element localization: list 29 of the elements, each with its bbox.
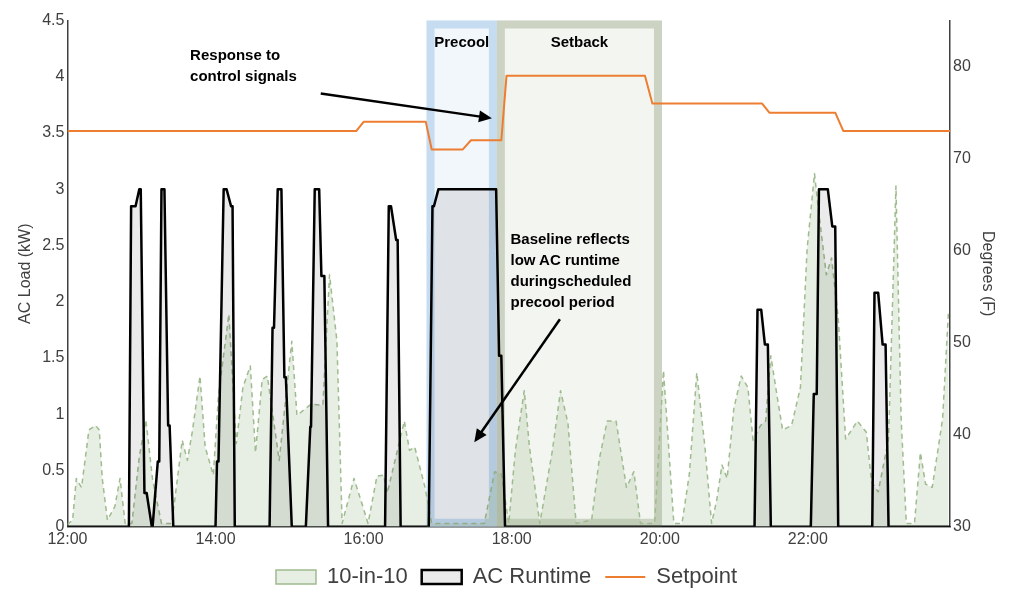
legend-label: Setpoint — [656, 563, 738, 589]
y2-tick-label: 30 — [953, 517, 971, 535]
y2-tick-label: 40 — [953, 425, 971, 443]
y-tick-label: 4.5 — [42, 11, 65, 29]
y2-tick-label: 70 — [953, 149, 971, 167]
y2-tick-label: 60 — [953, 241, 971, 259]
band-label: Precool — [434, 32, 490, 50]
x-tick-label: 14:00 — [195, 529, 236, 547]
y-tick-label: 4 — [55, 67, 65, 85]
x-tick-label: 22:00 — [787, 529, 828, 547]
y2-axis-title: Degrees (F) — [979, 231, 997, 317]
annotation: Baseline reflects low AC runtime duringscheduled precool period — [510, 230, 632, 311]
y-tick-label: 0.5 — [42, 460, 65, 478]
annotation: Response to control signals — [190, 46, 297, 85]
y-tick-label: 2.5 — [42, 235, 65, 253]
y2-tick-label: 50 — [953, 333, 971, 351]
x-tick-label: 20:00 — [639, 529, 680, 547]
y-tick-label: 3.5 — [42, 123, 65, 141]
y-tick-label: 2 — [55, 292, 65, 310]
y2-tick-label: 80 — [953, 57, 971, 75]
y-axis-title: AC Load (kW) — [16, 223, 34, 324]
x-tick-label: 18:00 — [491, 529, 532, 547]
y-tick-label: 1 — [55, 404, 65, 422]
band-label: Setback — [550, 32, 609, 50]
y-tick-label: 1.5 — [42, 348, 65, 366]
y-tick-label: 3 — [55, 179, 65, 197]
legend-label: AC Runtime — [472, 563, 592, 589]
legend-label: 10-in-10 — [326, 563, 408, 589]
x-tick-label: 16:00 — [343, 529, 384, 547]
